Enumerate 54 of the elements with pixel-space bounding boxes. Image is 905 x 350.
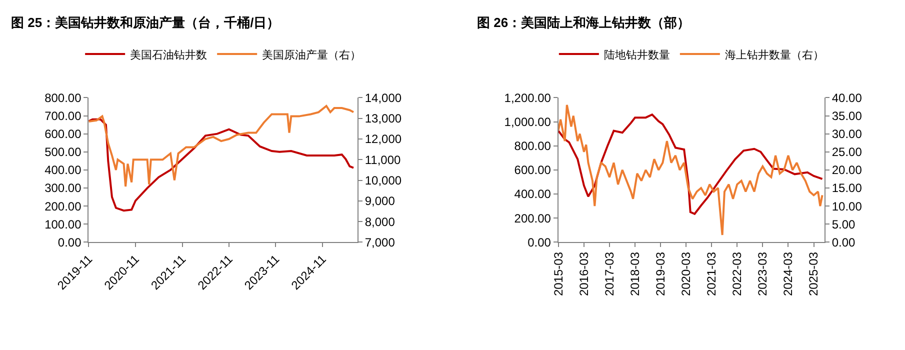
- y-tick-label: 0.00: [58, 235, 82, 250]
- y-tick-label: 300.00: [44, 181, 82, 196]
- y-tick-label: 1,000.00: [504, 115, 552, 129]
- y-tick-label: 400.00: [44, 163, 82, 178]
- legend-label: 海上钻井数量（右）: [724, 48, 824, 62]
- y-tick-label: 800.00: [514, 139, 552, 154]
- line-series: [88, 118, 355, 212]
- y2-tick-label: 40.00: [832, 90, 862, 105]
- y-tick-label: 1,200.00: [504, 90, 552, 105]
- x-tick-label: 2024-03: [781, 252, 796, 296]
- y-tick-label: 400.00: [514, 187, 552, 202]
- x-tick-label: 2025-03: [806, 252, 821, 296]
- y2-tick-label: 25.00: [832, 145, 862, 160]
- y2-tick-label: 10.00: [832, 199, 862, 214]
- y-tick-label: 600.00: [514, 163, 552, 178]
- x-tick-label: 2017-03: [602, 252, 616, 296]
- x-tick-label: 2016-03: [576, 252, 591, 296]
- y-tick-label: 200.00: [514, 211, 552, 226]
- y2-tick-label: 13,000: [364, 112, 402, 126]
- y-tick-label: 700.00: [44, 108, 82, 123]
- y2-tick-label: 5.00: [832, 217, 856, 232]
- y2-tick-label: 35.00: [832, 108, 862, 123]
- y-tick-label: 100.00: [44, 217, 82, 232]
- x-tick-label: 2022-03: [730, 252, 744, 296]
- x-tick-label: 2015-03: [551, 252, 566, 296]
- y2-tick-label: 15.00: [832, 181, 862, 196]
- legend-label: 美国原油产量（右）: [262, 48, 362, 62]
- y2-tick-label: 20.00: [832, 163, 862, 178]
- y-tick-label: 200.00: [44, 199, 82, 214]
- y2-tick-label: 9,000: [364, 194, 396, 208]
- line-series: [558, 104, 824, 236]
- y2-tick-label: 30.00: [832, 127, 862, 142]
- line-series: [88, 104, 355, 188]
- y-tick-label: 600.00: [44, 127, 82, 142]
- y-tick-label: 500.00: [44, 145, 82, 160]
- chart-title: 图 25：美国钻井数和原油产量（台，千桶/日）: [11, 15, 280, 30]
- legend-label: 陆地钻井数量: [604, 48, 670, 62]
- line-series: [558, 114, 824, 215]
- x-tick-label: 2023-03: [756, 252, 770, 296]
- y2-tick-label: 14,000: [364, 90, 402, 105]
- y2-tick-label: 8,000: [364, 214, 396, 229]
- y2-tick-label: 0.00: [832, 235, 856, 250]
- x-tick-label: 2018-03: [628, 252, 642, 296]
- legend-label: 美国石油钻井数: [130, 48, 208, 62]
- y-tick-label: 0.00: [528, 235, 552, 250]
- chart-title: 图 26：美国陆上和海上钻井数（部）: [477, 15, 690, 30]
- x-tick-label: 2020-03: [679, 252, 694, 296]
- x-tick-label: 2021-03: [704, 252, 719, 296]
- y-tick-label: 800.00: [44, 90, 82, 105]
- y2-tick-label: 10,000: [364, 173, 402, 188]
- y2-tick-label: 12,000: [364, 132, 402, 146]
- y2-tick-label: 7,000: [364, 235, 396, 250]
- y2-tick-label: 11,000: [364, 152, 402, 167]
- x-tick-label: 2019-03: [653, 252, 668, 296]
